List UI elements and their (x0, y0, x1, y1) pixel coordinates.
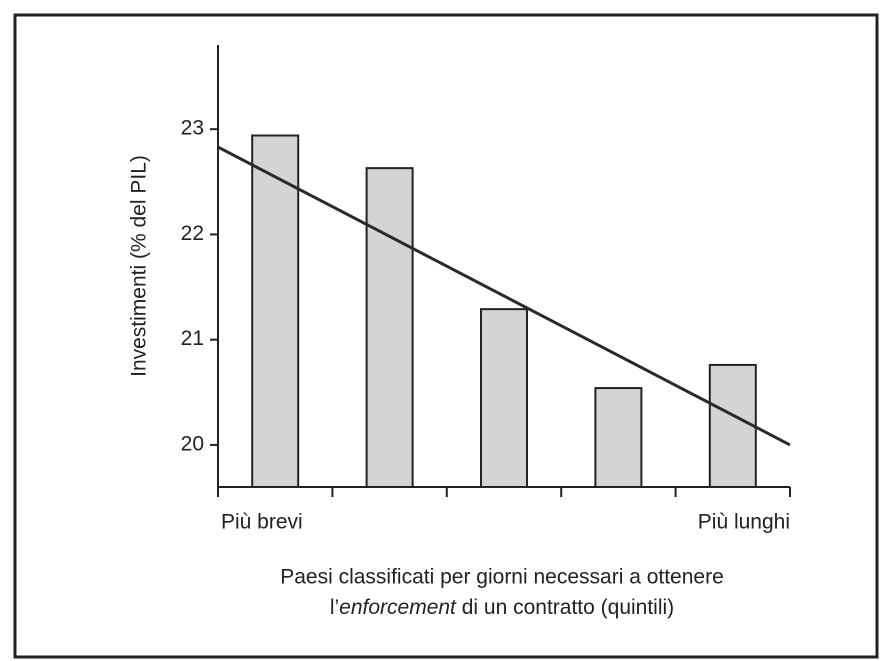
y-tick-label: 20 (181, 432, 204, 455)
x-axis-label-part: l’ (330, 596, 339, 619)
y-tick-label: 23 (181, 117, 204, 140)
x-axis-label: l’enforcement di un contratto (quintili) (330, 596, 674, 619)
bar (594, 387, 643, 489)
bar (365, 167, 414, 488)
bar (708, 363, 757, 488)
x-axis-label: Paesi classificati per giorni necessari … (280, 566, 724, 589)
x-axis-label-part: enforcement (339, 596, 457, 619)
bar (251, 134, 300, 488)
y-axis-label: Investimenti (% del PIL) (128, 155, 151, 377)
trend-line (217, 145, 791, 447)
y-tick-label: 22 (181, 222, 204, 245)
x-axis-label-part: di un contratto (quintili) (456, 596, 674, 619)
x-tick-label: Più brevi (221, 511, 303, 534)
x-tick-label: Più lunghi (698, 511, 790, 534)
frame (13, 13, 879, 659)
y-tick-label: 21 (181, 327, 204, 350)
bar (480, 308, 528, 488)
